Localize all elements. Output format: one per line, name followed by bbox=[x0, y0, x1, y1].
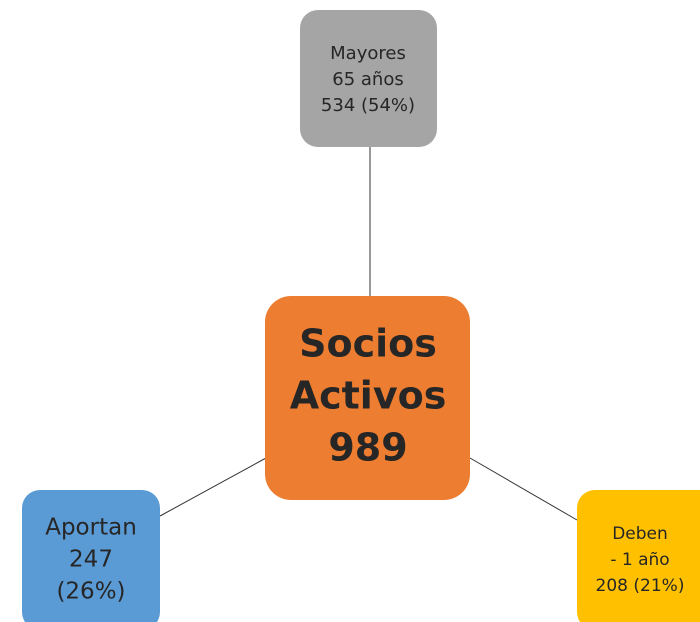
node-label: Aportan bbox=[45, 515, 137, 541]
connector bbox=[469, 457, 578, 521]
center-box bbox=[265, 296, 470, 500]
node-label: (26%) bbox=[56, 579, 125, 605]
node-label: Socios bbox=[299, 322, 437, 366]
node-label: 534 (54%) bbox=[321, 95, 415, 116]
left-box bbox=[22, 490, 160, 622]
node-label: Mayores bbox=[330, 43, 406, 64]
right-box bbox=[577, 490, 700, 622]
node-label: 65 años bbox=[332, 69, 403, 90]
node-label: Deben bbox=[612, 524, 668, 544]
node-label: Activos bbox=[290, 374, 447, 418]
connector bbox=[159, 457, 267, 517]
node-label: 208 (21%) bbox=[596, 576, 685, 596]
node-label: 989 bbox=[328, 426, 407, 470]
top-box bbox=[300, 10, 437, 147]
node-label: - 1 año bbox=[610, 550, 669, 570]
node-label: 247 bbox=[69, 547, 113, 573]
